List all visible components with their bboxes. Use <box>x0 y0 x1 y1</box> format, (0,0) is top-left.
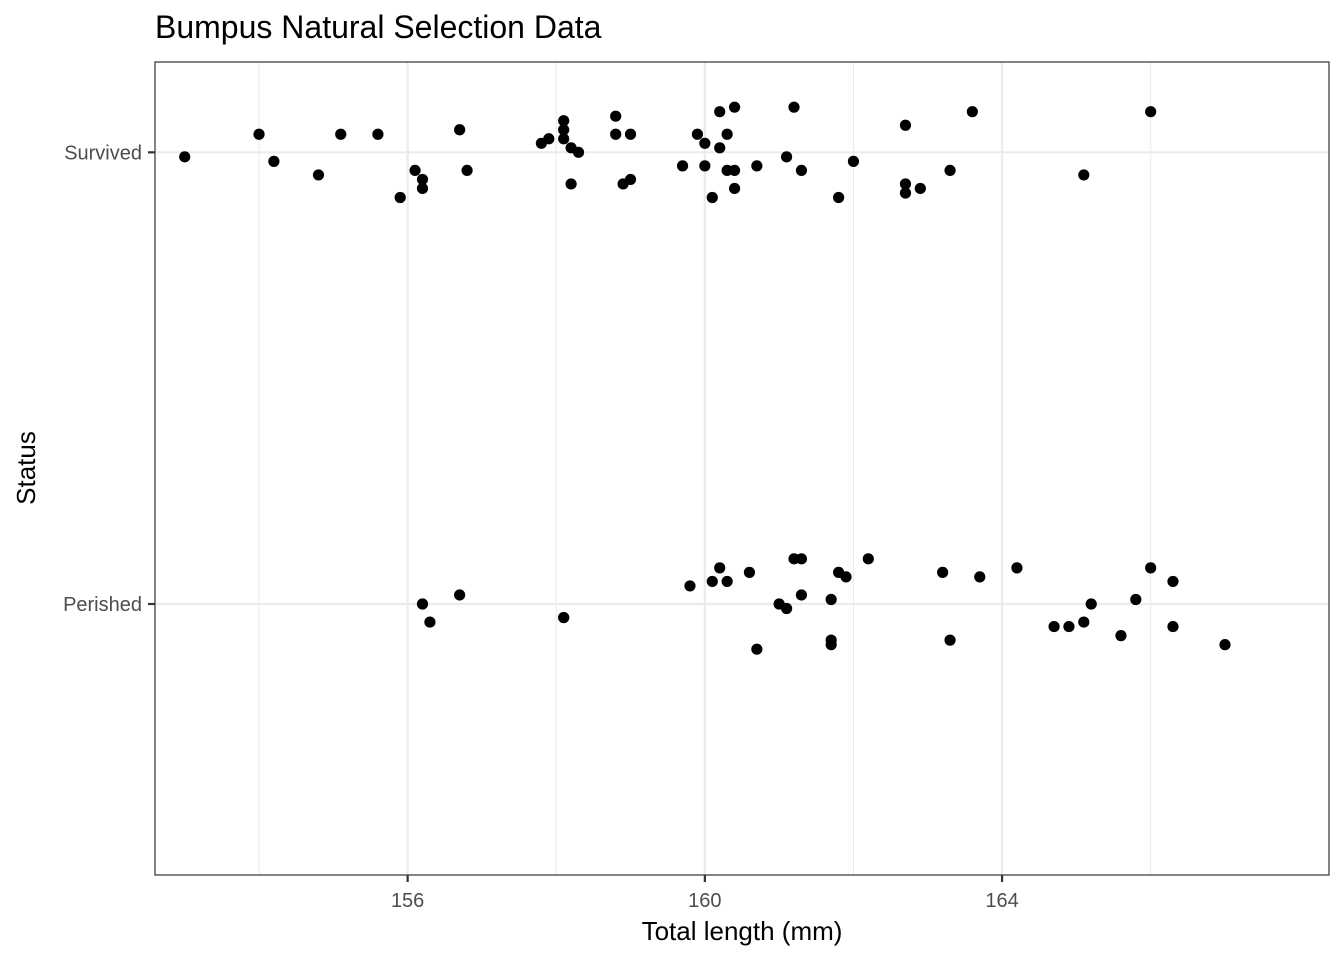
data-point-perished <box>1219 639 1231 651</box>
x-tick-label: 160 <box>688 890 721 912</box>
data-point-perished <box>974 571 986 583</box>
data-point-survived <box>706 191 718 204</box>
data-point-survived <box>721 128 733 140</box>
data-point-survived <box>847 155 860 167</box>
data-point-survived <box>372 128 384 140</box>
data-point-survived <box>728 164 741 176</box>
data-point-survived <box>624 128 637 140</box>
data-point-survived <box>610 110 622 122</box>
data-point-survived <box>268 155 280 167</box>
y-tick-label-perished: Perished <box>63 594 142 616</box>
data-point-survived <box>558 124 570 136</box>
data-point-survived <box>558 115 570 127</box>
data-point-perished <box>714 562 726 574</box>
y-tick-label-survived: Survived <box>64 142 142 164</box>
data-point-survived <box>610 128 622 140</box>
data-point-perished <box>840 571 852 583</box>
data-point-survived <box>394 191 406 204</box>
data-point-survived <box>899 187 912 199</box>
data-point-survived <box>944 164 956 176</box>
data-point-survived <box>624 173 637 186</box>
chart-title: Bumpus Natural Selection Data <box>155 9 602 45</box>
data-point-perished <box>825 639 837 651</box>
points-layer <box>179 101 1231 655</box>
data-point-survived <box>728 101 741 113</box>
data-point-perished <box>1130 593 1142 606</box>
data-point-perished <box>751 643 763 655</box>
data-point-survived <box>699 160 711 172</box>
data-point-perished <box>944 634 956 646</box>
data-point-perished <box>780 602 793 615</box>
data-point-survived <box>565 178 577 190</box>
data-point-survived <box>253 128 265 140</box>
data-point-survived <box>461 164 473 176</box>
data-point-survived <box>714 142 726 154</box>
data-point-survived <box>751 160 763 172</box>
data-point-survived <box>780 151 793 163</box>
data-point-perished <box>1063 620 1075 633</box>
data-point-survived <box>714 106 726 118</box>
data-point-survived <box>795 164 808 176</box>
data-point-survived <box>335 128 347 140</box>
data-point-survived <box>179 151 191 163</box>
data-point-survived <box>409 164 421 176</box>
data-point-survived <box>1145 106 1157 118</box>
data-point-perished <box>1115 630 1127 642</box>
data-point-survived <box>691 128 704 140</box>
data-point-perished <box>795 589 808 601</box>
data-point-perished <box>558 611 570 624</box>
ticks-layer: 156 160 164 Perished Survived <box>63 142 1019 912</box>
x-tick-label: 164 <box>985 890 1018 912</box>
data-point-survived <box>1078 169 1090 181</box>
data-point-survived <box>454 124 466 136</box>
data-point-perished <box>416 598 429 610</box>
data-point-perished <box>862 553 874 565</box>
data-point-survived <box>728 182 741 195</box>
x-tick-label: 156 <box>391 890 424 912</box>
data-point-survived <box>788 101 800 113</box>
y-axis-title: Status <box>11 431 41 505</box>
data-point-perished <box>424 616 436 628</box>
data-point-survived <box>416 182 429 195</box>
data-point-perished <box>1085 598 1097 610</box>
grid-layer <box>155 62 1329 875</box>
panel-border <box>154 61 1330 876</box>
data-point-survived <box>966 106 978 118</box>
data-point-perished <box>795 553 808 565</box>
data-point-survived <box>416 173 429 186</box>
data-point-perished <box>706 575 718 588</box>
data-point-survived <box>572 146 585 158</box>
data-point-perished <box>1048 620 1060 633</box>
data-point-perished <box>937 566 949 578</box>
data-point-perished <box>454 589 466 601</box>
data-point-perished <box>825 593 837 606</box>
data-point-survived <box>899 119 912 131</box>
data-point-perished <box>1145 562 1157 574</box>
data-point-survived <box>832 191 845 204</box>
data-point-perished <box>1167 620 1179 633</box>
data-point-perished <box>1011 562 1023 574</box>
data-point-survived <box>312 169 325 181</box>
data-point-survived <box>914 182 926 195</box>
data-point-perished <box>1167 575 1179 588</box>
data-point-survived <box>558 133 570 145</box>
data-point-perished <box>1078 616 1090 628</box>
data-point-perished <box>743 566 756 578</box>
data-point-survived <box>676 160 689 172</box>
data-point-survived <box>699 137 711 149</box>
data-point-perished <box>721 575 733 588</box>
data-point-survived <box>899 178 912 190</box>
data-point-perished <box>684 580 696 592</box>
data-point-survived <box>543 133 555 145</box>
x-axis-title: Total length (mm) <box>642 916 843 946</box>
